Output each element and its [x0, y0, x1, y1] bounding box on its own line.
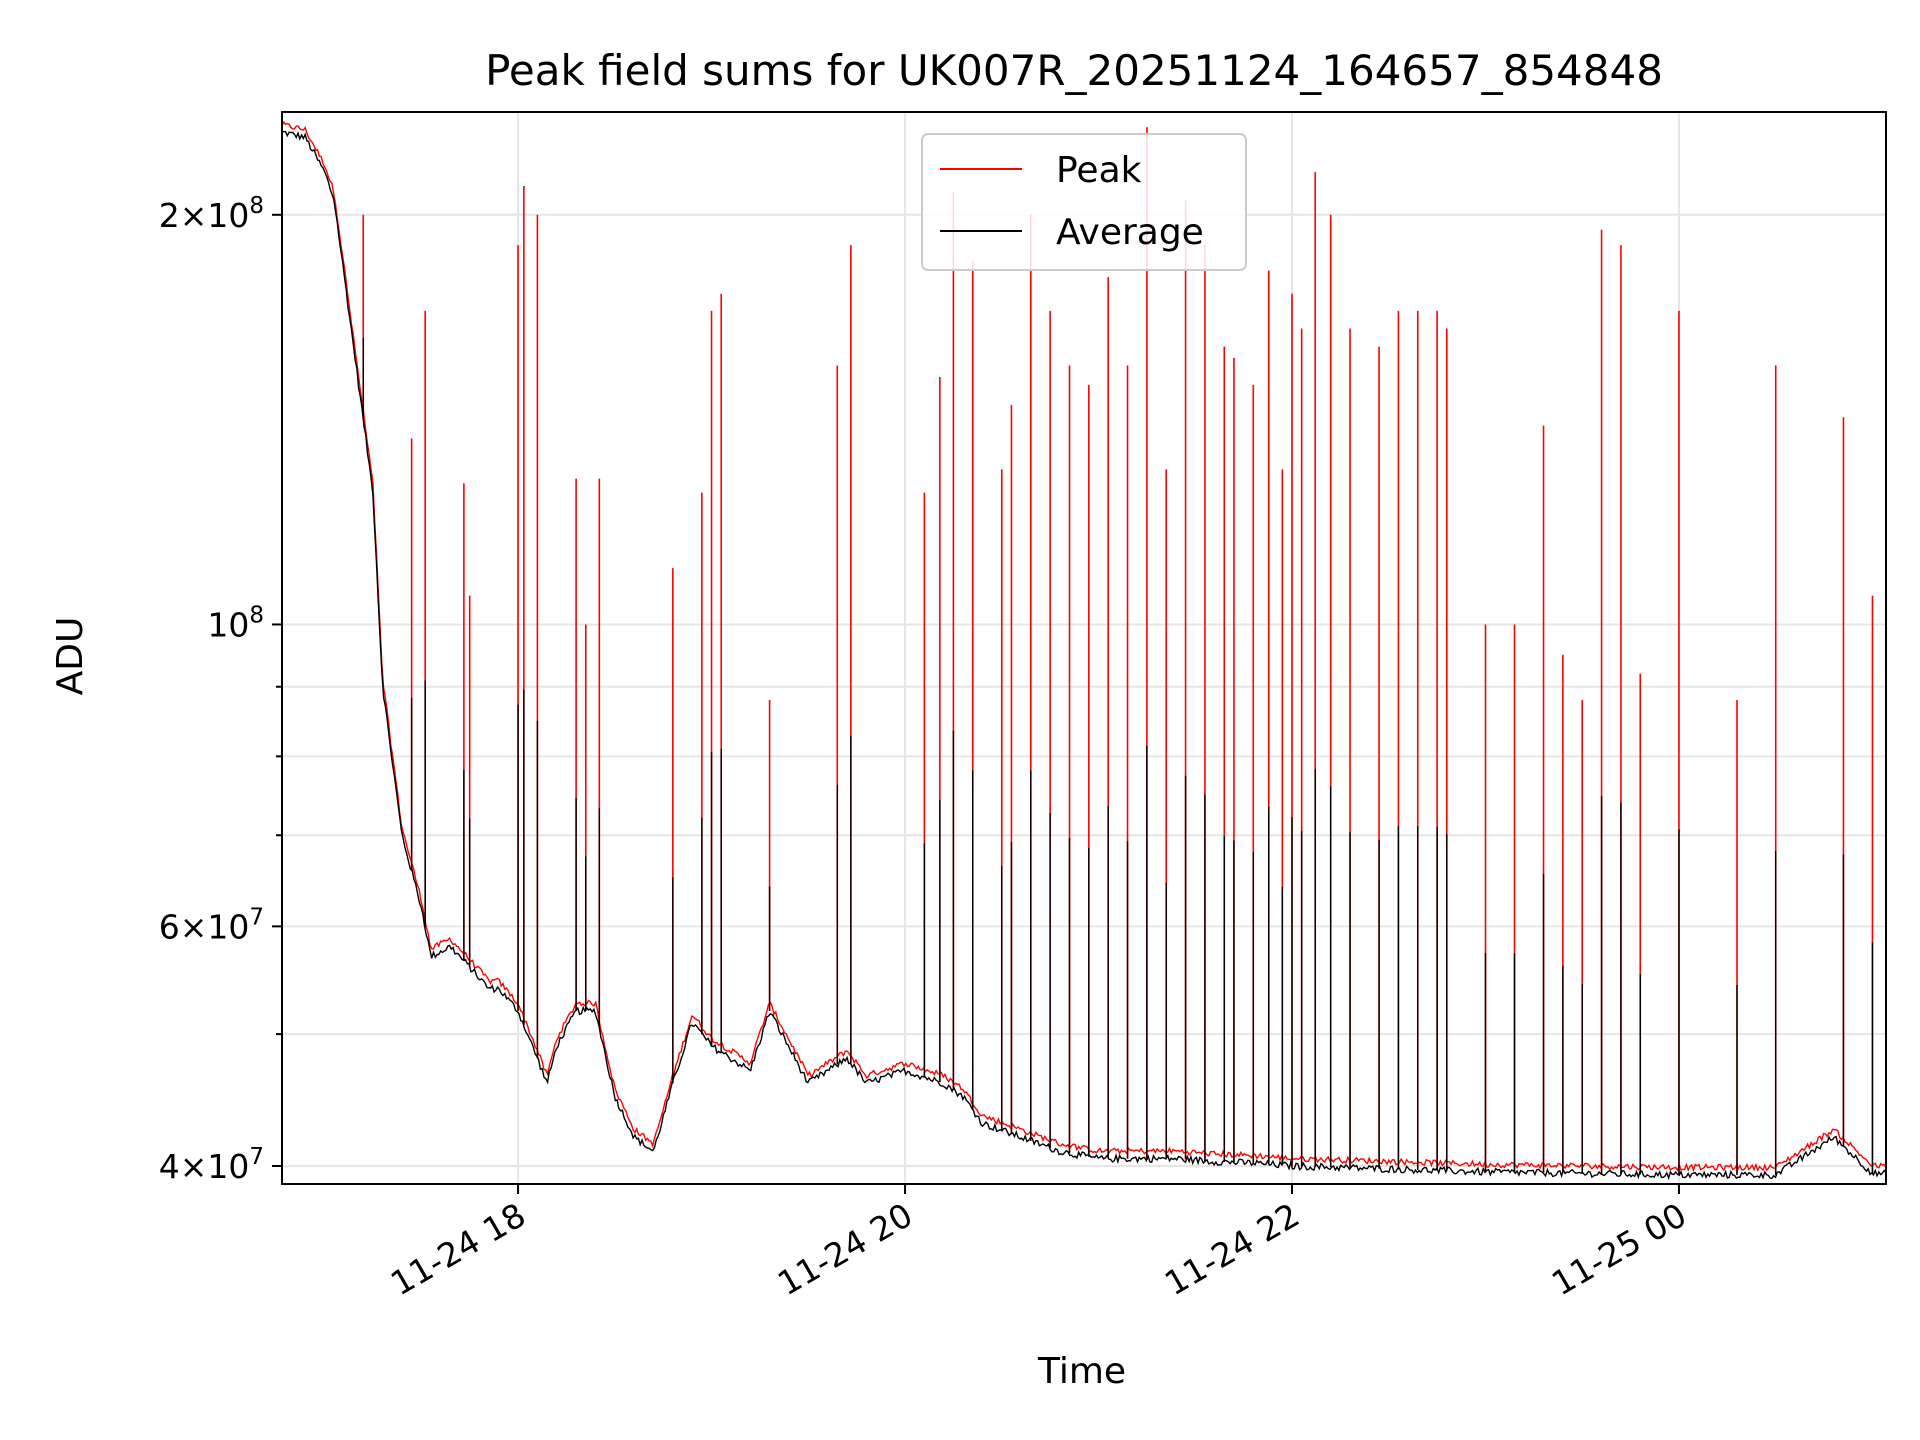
legend-average-label: Average	[1056, 212, 1204, 253]
legend-peak-label: Peak	[1056, 150, 1142, 191]
legend: Peak Average	[921, 133, 1247, 271]
peak-series-line	[282, 120, 1886, 1173]
average-series-line	[282, 130, 1886, 1181]
plot-frame	[281, 111, 1887, 1185]
y-axis-ticks: 4×107 6×107 108 2×108	[159, 193, 282, 1186]
chart-title: Peak field sums for UK007R_20251124_1646…	[485, 46, 1663, 95]
y-tick-label: 4×107	[159, 1144, 264, 1186]
y-axis-label: ADU	[50, 617, 91, 696]
average-spikes	[362, 337, 1874, 1175]
x-axis-label: Time	[1037, 1351, 1126, 1392]
y-tick-label: 6×107	[159, 904, 264, 946]
y-tick-label: 108	[207, 602, 264, 644]
plot-area	[282, 120, 1886, 1181]
y-tick-label: 2×108	[159, 193, 264, 235]
